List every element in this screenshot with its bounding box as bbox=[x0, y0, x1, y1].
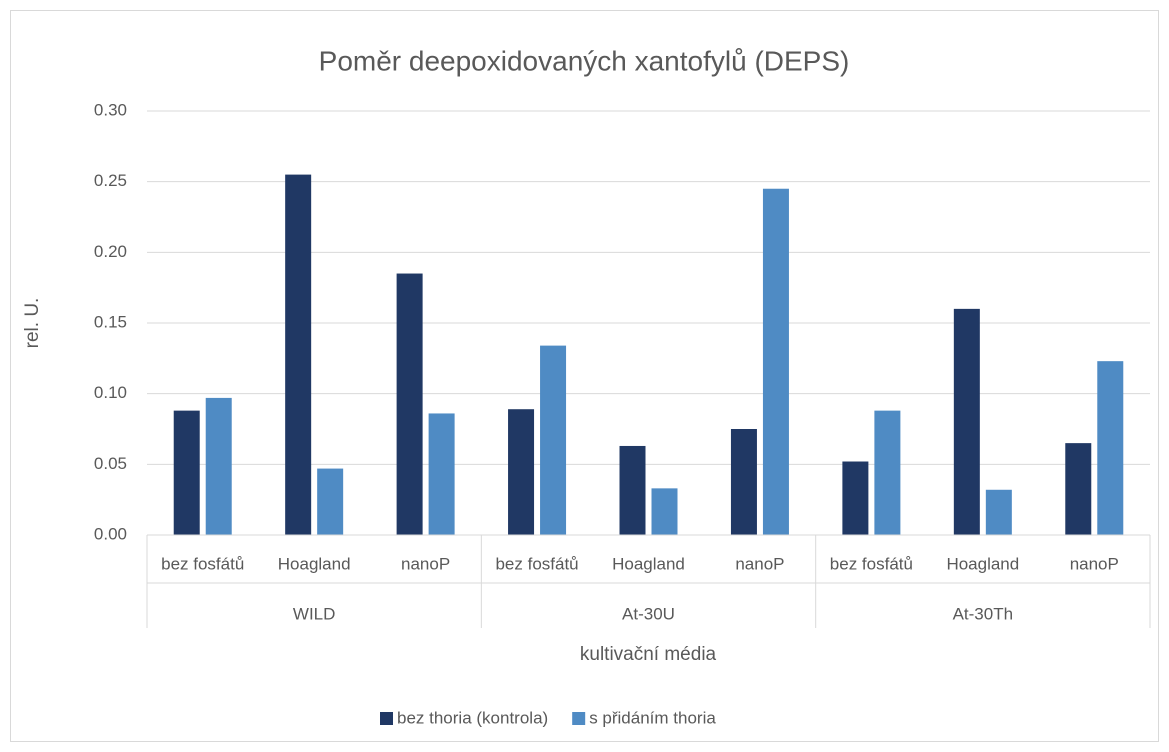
bar bbox=[428, 413, 455, 535]
legend-swatch bbox=[380, 712, 393, 725]
x-tick-label: nanoP bbox=[401, 554, 450, 573]
legend-label: bez thoria (kontrola) bbox=[397, 708, 548, 727]
bar bbox=[953, 308, 980, 535]
legend-swatch bbox=[572, 712, 586, 725]
y-tick-label: 0.10 bbox=[94, 383, 127, 402]
y-axis-title: rel. U. bbox=[22, 298, 43, 349]
bar bbox=[651, 488, 678, 535]
bar bbox=[396, 273, 423, 535]
bar bbox=[619, 445, 646, 535]
legend-label: s přidáním thoria bbox=[589, 708, 716, 727]
bar bbox=[762, 188, 789, 535]
bar bbox=[842, 461, 869, 535]
bar bbox=[173, 410, 200, 535]
chart-title: Poměr deepoxidovaných xantofylů (DEPS) bbox=[319, 45, 850, 76]
y-tick-label: 0.15 bbox=[94, 312, 127, 331]
bar bbox=[985, 489, 1012, 535]
bar bbox=[730, 429, 757, 535]
y-tick-label: 0.30 bbox=[94, 100, 127, 119]
y-tick-label: 0.00 bbox=[94, 524, 127, 543]
group-label: At-30U bbox=[622, 604, 675, 623]
chart-frame bbox=[10, 10, 1159, 742]
bar bbox=[874, 410, 901, 535]
x-axis-title: kultivační média bbox=[580, 644, 717, 665]
x-tick-label: Hoagland bbox=[946, 554, 1019, 573]
x-tick-label: nanoP bbox=[1070, 554, 1119, 573]
bar bbox=[317, 468, 344, 535]
bar bbox=[1065, 443, 1092, 535]
x-tick-label: bez fosfátů bbox=[830, 554, 913, 573]
group-label: WILD bbox=[293, 604, 336, 623]
x-tick-label: bez fosfátů bbox=[495, 554, 578, 573]
bar bbox=[508, 409, 535, 535]
x-tick-label: Hoagland bbox=[278, 554, 351, 573]
x-tick-label: Hoagland bbox=[612, 554, 685, 573]
y-tick-label: 0.20 bbox=[94, 242, 127, 261]
group-label: At-30Th bbox=[953, 604, 1013, 623]
y-tick-label: 0.05 bbox=[94, 454, 127, 473]
x-tick-label: bez fosfátů bbox=[161, 554, 244, 573]
bar bbox=[285, 174, 312, 535]
bar bbox=[1097, 361, 1124, 535]
y-tick-label: 0.25 bbox=[94, 171, 127, 190]
x-tick-label: nanoP bbox=[735, 554, 784, 573]
bar bbox=[540, 345, 567, 535]
bar bbox=[205, 397, 232, 535]
